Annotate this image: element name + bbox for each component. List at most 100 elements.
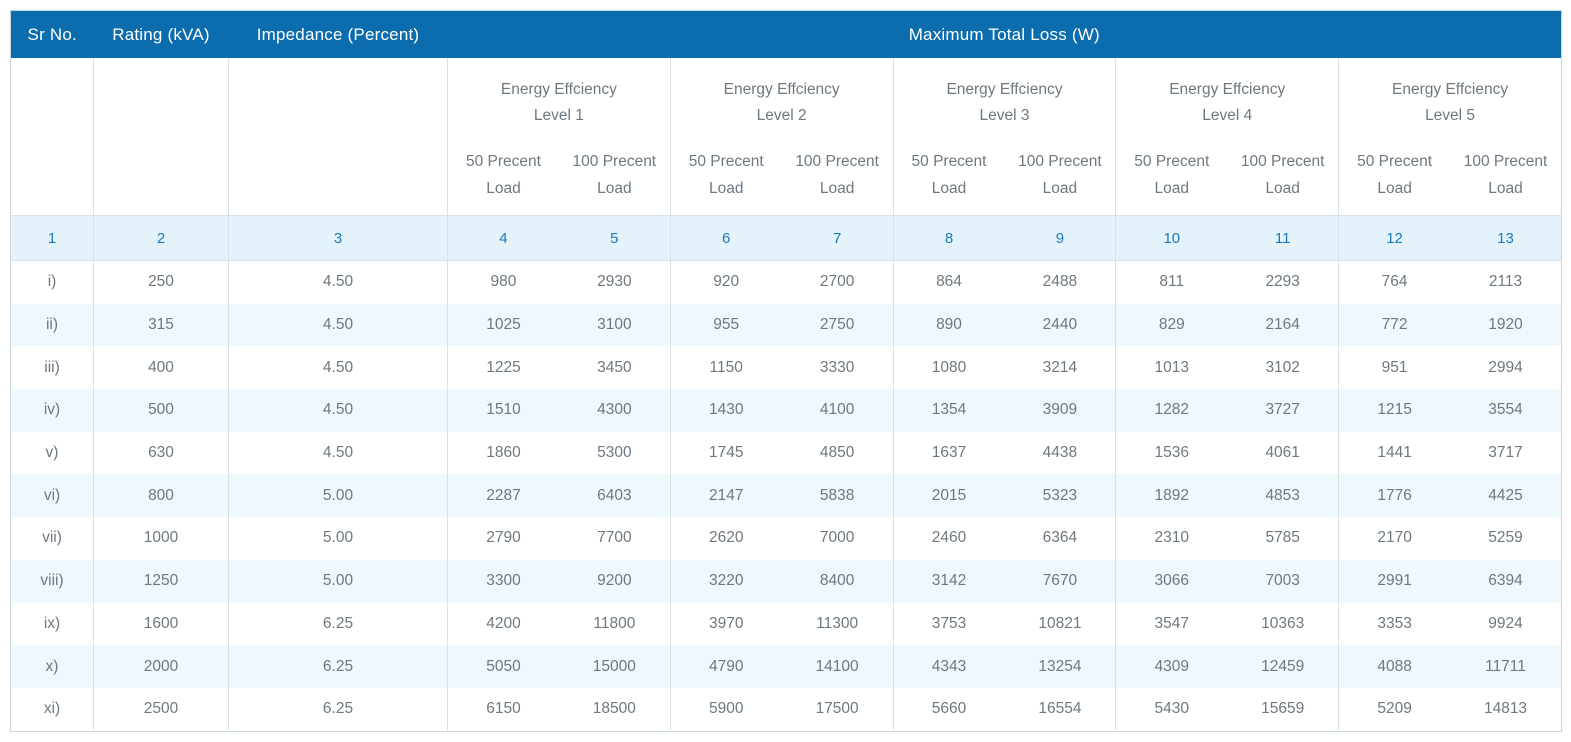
sr-cell: iv) xyxy=(10,389,94,432)
loss-value-cell: 772 xyxy=(1338,303,1451,347)
table-row: v) 630 4.50 1860 5300 1745 4850 1637 4438 1536 406… xyxy=(10,431,1562,475)
loss-value-cell: 2930 xyxy=(558,260,671,304)
loss-value-cell: 1536 xyxy=(1115,431,1228,475)
loss-value-cell: 11800 xyxy=(558,602,671,646)
header-impedance: Impedance (Percent) xyxy=(228,10,448,58)
loss-value-cell: 2113 xyxy=(1450,260,1562,304)
sr-cell: ii) xyxy=(10,303,94,347)
loss-value-cell: 7700 xyxy=(558,517,671,560)
load-header-row: 50 Precent Load 100 Precent Load 50 Prec… xyxy=(11,142,1562,216)
loss-value-cell: 5209 xyxy=(1338,687,1451,732)
loss-value-cell: 1441 xyxy=(1338,431,1451,475)
col-num: 9 xyxy=(1004,215,1116,261)
load-label: Load xyxy=(1265,179,1300,197)
load-label: 50 Precent xyxy=(911,152,987,170)
loss-value-cell: 7000 xyxy=(781,517,894,560)
loss-value-cell: 890 xyxy=(892,303,1005,347)
loss-value-cell: 951 xyxy=(1338,346,1451,390)
col-num: 5 xyxy=(558,215,671,261)
table-row: ix) 1600 6.25 4200 11800 3970 11300 3753 10821 35… xyxy=(10,602,1562,646)
loss-value-cell: 3066 xyxy=(1115,559,1228,603)
loss-value-cell: 3727 xyxy=(1227,389,1339,432)
impedance-cell: 4.50 xyxy=(228,303,448,347)
level-4-subtitle: Level 4 xyxy=(1202,107,1253,124)
impedance-cell: 5.00 xyxy=(228,559,448,603)
loss-value-cell: 1892 xyxy=(1115,474,1228,518)
table-body: i) 250 4.50 980 2930 920 2700 864 2488 811 2293 764… xyxy=(10,260,1562,732)
column-number-row: 1 2 3 4 5 6 7 8 9 10 11 12 13 xyxy=(10,215,1562,261)
loss-value-cell: 5660 xyxy=(892,687,1005,732)
loss-value-cell: 14813 xyxy=(1450,687,1562,732)
l2-50-load-header: 50 Precent Load xyxy=(669,142,782,216)
loss-value-cell: 4425 xyxy=(1450,474,1562,518)
load-label: Load xyxy=(597,179,632,197)
col-num: 2 xyxy=(93,215,229,261)
loss-value-cell: 10821 xyxy=(1004,602,1116,646)
level-4-title: Energy Effciency xyxy=(1169,81,1286,98)
loss-value-cell: 764 xyxy=(1338,260,1451,304)
col-num: 3 xyxy=(228,215,448,261)
loss-value-cell: 5785 xyxy=(1227,517,1339,560)
loss-value-cell: 2700 xyxy=(781,260,894,304)
l5-50-load-header: 50 Precent Load xyxy=(1338,142,1451,216)
loss-value-cell: 3142 xyxy=(892,559,1005,603)
load-label: Load xyxy=(486,179,521,197)
impedance-cell: 4.50 xyxy=(228,260,448,304)
loss-value-cell: 3220 xyxy=(669,559,782,603)
sr-cell: v) xyxy=(10,431,94,475)
header-sr-no: Sr No. xyxy=(10,10,94,58)
loss-value-cell: 9200 xyxy=(558,559,671,603)
load-label: Load xyxy=(1488,179,1523,197)
loss-value-cell: 18500 xyxy=(558,687,671,732)
table-row: viii) 1250 5.00 3300 9200 3220 8400 3142 7670 306… xyxy=(10,559,1562,603)
loss-value-cell: 5300 xyxy=(558,431,671,475)
loss-value-cell: 3450 xyxy=(558,346,671,390)
spacer-sr xyxy=(10,58,94,216)
load-label: Load xyxy=(1377,179,1412,197)
loss-value-cell: 1637 xyxy=(892,431,1005,475)
loss-value-cell: 3970 xyxy=(669,602,782,646)
load-label: Load xyxy=(708,179,744,197)
loss-value-cell: 10363 xyxy=(1227,602,1339,646)
transformer-max-loss-table: Sr No. Rating (kVA) Impedance (Percent) … xyxy=(10,10,1562,732)
loss-value-cell: 15659 xyxy=(1227,687,1339,732)
col-num: 12 xyxy=(1338,215,1451,261)
col-num: 1 xyxy=(10,215,94,261)
impedance-cell: 4.50 xyxy=(228,346,448,390)
impedance-cell: 5.00 xyxy=(228,517,448,560)
loss-value-cell: 4309 xyxy=(1115,645,1228,688)
col-num: 6 xyxy=(669,215,782,261)
table-row: xi) 2500 6.25 6150 18500 5900 17500 5660 16554 54… xyxy=(10,687,1562,732)
loss-value-cell: 2015 xyxy=(892,474,1005,518)
loss-value-cell: 5323 xyxy=(1004,474,1116,518)
table-row: x) 2000 6.25 5050 15000 4790 14100 4343 13254 430… xyxy=(10,645,1562,688)
load-label: 100 Precent xyxy=(1463,152,1548,170)
loss-value-cell: 4061 xyxy=(1227,431,1339,475)
l2-100-load-header: 100 Precent Load xyxy=(781,142,894,216)
loss-value-cell: 5050 xyxy=(446,645,559,688)
loss-value-cell: 5259 xyxy=(1450,517,1562,560)
loss-value-cell: 3547 xyxy=(1115,602,1228,646)
loss-value-cell: 1510 xyxy=(446,389,559,432)
loss-value-cell: 5900 xyxy=(669,687,782,732)
col-num: 7 xyxy=(781,215,894,261)
spacer-impedance xyxy=(228,58,448,216)
loss-value-cell: 3100 xyxy=(558,303,671,347)
loss-value-cell: 6394 xyxy=(1450,559,1562,603)
load-label: Load xyxy=(1154,179,1190,197)
loss-value-cell: 2287 xyxy=(446,474,559,518)
level-2-subtitle: Level 2 xyxy=(756,107,807,124)
loss-value-cell: 4200 xyxy=(446,602,559,646)
loss-value-cell: 2991 xyxy=(1338,559,1451,603)
loss-value-cell: 920 xyxy=(669,260,782,304)
loss-value-cell: 6403 xyxy=(558,474,671,518)
loss-value-cell: 2994 xyxy=(1450,346,1562,390)
loss-value-cell: 14100 xyxy=(781,645,894,688)
loss-value-cell: 2750 xyxy=(781,303,894,347)
sr-cell: vii) xyxy=(10,517,94,560)
level-2-title: Energy Effciency xyxy=(723,81,840,98)
loss-value-cell: 13254 xyxy=(1004,645,1116,688)
rating-cell: 1250 xyxy=(93,559,229,603)
load-label: 100 Precent xyxy=(572,152,657,170)
